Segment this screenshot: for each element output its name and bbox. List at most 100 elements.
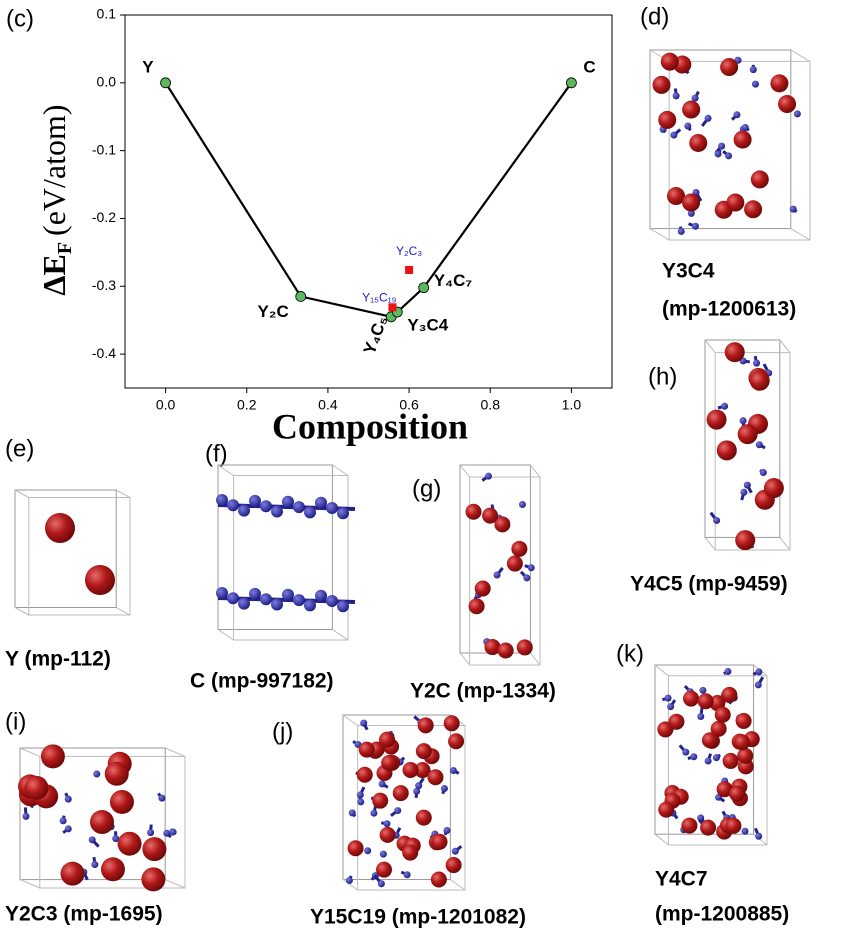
- carbon-atom: [91, 861, 99, 869]
- cell-edge: [217, 464, 333, 630]
- x-tick-label: 0.0: [156, 397, 176, 413]
- caption: C (mp-997182): [190, 670, 334, 693]
- yttrium-atom: [721, 686, 738, 703]
- yttrium-atom: [726, 193, 745, 212]
- caption: Y (mp-112): [5, 648, 111, 671]
- hull-point: [418, 282, 430, 294]
- crystal-image: [459, 464, 541, 666]
- carbon-atom: [697, 713, 705, 721]
- point-label: Y₄C₅: [360, 313, 391, 357]
- off-hull-label: Y₁₅C₁₉: [362, 290, 397, 304]
- panel-label: (j): [272, 718, 293, 745]
- yttrium-atom: [60, 861, 85, 886]
- yttrium-atom: [415, 743, 432, 760]
- yttrium-atom: [682, 100, 701, 119]
- yttrium-atom: [379, 731, 396, 748]
- off-hull-label: Y₂C₃: [396, 244, 422, 258]
- carbon-atom: [713, 516, 721, 524]
- point-label: Y₃C4: [407, 316, 448, 335]
- yttrium-atom: [506, 555, 523, 572]
- carbon-atom: [326, 502, 338, 514]
- cell-edge: [342, 714, 358, 726]
- yttrium-atom: [725, 817, 742, 834]
- yttrium-atom: [735, 712, 752, 729]
- crystal-image: [14, 489, 131, 616]
- carbon-atom: [749, 66, 757, 74]
- carbon-atom: [699, 686, 707, 694]
- yttrium-atom: [652, 75, 671, 94]
- y-tick-label: -0.1: [92, 141, 116, 157]
- carbon-atom: [755, 441, 763, 449]
- yttrium-atom: [141, 867, 166, 892]
- carbon-atom: [293, 594, 305, 607]
- off-hull-point: [405, 265, 414, 274]
- carbon-atom: [670, 131, 678, 139]
- carbon-atom: [249, 494, 261, 507]
- yttrium-atom: [700, 819, 717, 836]
- cell-edge: [654, 833, 669, 846]
- cell-edge: [790, 228, 811, 241]
- crystal-image: [704, 339, 791, 551]
- carbon-atom: [337, 600, 349, 613]
- carbon-atom: [238, 597, 250, 610]
- cell-edge: [14, 489, 30, 498]
- yttrium-atom: [431, 833, 448, 850]
- yttrium-atom: [494, 516, 511, 533]
- yttrium-atom: [484, 639, 501, 656]
- carbon-atom: [293, 501, 305, 514]
- yttrium-atom: [681, 817, 698, 834]
- caption: (mp-1200885): [655, 903, 789, 926]
- x-tick-label: 0.2: [237, 397, 257, 413]
- x-tick-label: 0.6: [399, 397, 419, 413]
- carbon-atom: [451, 847, 459, 855]
- carbon-atom: [697, 814, 705, 822]
- yttrium-atom: [415, 809, 432, 826]
- crystal-image: [18, 744, 186, 892]
- carbon-atom: [271, 598, 283, 611]
- carbon-atom: [677, 227, 685, 235]
- crystal-image: [217, 464, 349, 641]
- panel-label: (i): [5, 708, 26, 735]
- yttrium-atom: [734, 734, 751, 751]
- caption: Y3C4: [662, 260, 715, 283]
- yttrium-atom: [445, 857, 462, 874]
- point-label: Y: [142, 57, 154, 76]
- crystal-image: [649, 49, 811, 241]
- carbon-atom: [356, 791, 364, 799]
- carbon-atom: [704, 114, 712, 122]
- carbon-atom: [304, 599, 316, 612]
- caption: Y15C19 (mp-1201082): [310, 906, 526, 929]
- yttrium-atom: [737, 747, 754, 764]
- yttrium-atom: [427, 769, 444, 786]
- cell-edge: [649, 49, 792, 230]
- yttrium-atom: [763, 478, 784, 499]
- carbon-atom: [260, 593, 272, 606]
- carbon-atom: [739, 417, 747, 425]
- cell-edge: [115, 607, 131, 616]
- carbon-atom: [793, 110, 801, 118]
- carbon-atom: [249, 587, 261, 600]
- yttrium-atom: [430, 871, 447, 888]
- carbon-atom: [755, 832, 763, 840]
- cell-edge: [217, 464, 234, 476]
- carbon-atom: [227, 499, 239, 512]
- yttrium-atom: [85, 565, 115, 595]
- carbon-atom: [724, 667, 732, 675]
- carbon-atom: [22, 812, 30, 820]
- cell-edge: [19, 879, 40, 889]
- hull-line: [164, 82, 573, 318]
- cell-edge: [19, 747, 166, 881]
- yttrium-atom: [668, 713, 685, 730]
- carbon-atom: [753, 359, 761, 367]
- carbon-atom: [360, 719, 368, 727]
- yttrium-atom: [117, 831, 142, 856]
- yttrium-atom: [724, 342, 745, 363]
- yttrium-atom: [714, 706, 731, 723]
- cell-edge: [14, 607, 30, 616]
- carbon-atom: [413, 787, 421, 795]
- carbon-atom: [733, 111, 741, 119]
- caption: Y4C7: [655, 868, 708, 891]
- carbon-atom: [714, 150, 722, 158]
- y-tick-label: -0.2: [92, 209, 116, 225]
- y-axis-label: ΔEF (eV/atom): [36, 104, 75, 295]
